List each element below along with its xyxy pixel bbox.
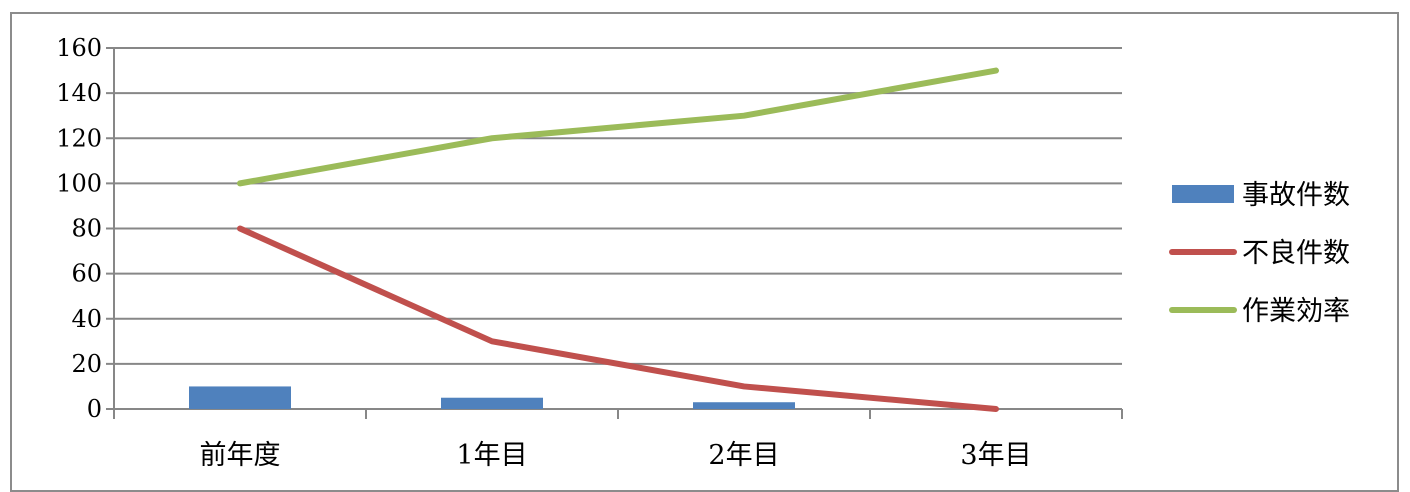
x-tick-label: 2年目 — [708, 440, 779, 471]
y-tick-label: 160 — [56, 34, 102, 62]
y-tick-label: 40 — [71, 305, 102, 333]
y-tick-label: 80 — [71, 215, 102, 243]
series-line — [237, 67, 999, 187]
y-tick-label: 140 — [56, 79, 102, 107]
y-tick-label: 120 — [56, 124, 102, 152]
y-tick-label: 20 — [71, 350, 102, 378]
x-tick-label: 3年目 — [960, 440, 1031, 471]
bar — [693, 402, 795, 409]
x-tick-label: 1年目 — [456, 440, 527, 471]
series-line — [237, 225, 999, 412]
bar — [441, 397, 543, 409]
legend-label: 不良件数 — [1242, 238, 1350, 269]
y-tick-label: 60 — [71, 260, 102, 288]
y-tick-label: 100 — [56, 169, 102, 197]
x-tick-label: 前年度 — [200, 440, 281, 471]
legend-label: 事故件数 — [1242, 180, 1350, 211]
legend-swatch — [1172, 185, 1234, 203]
y-tick-label: 0 — [87, 395, 102, 423]
legend-label: 作業効率 — [1242, 296, 1350, 327]
chart-frame — [10, 12, 1399, 492]
bar — [189, 386, 291, 409]
